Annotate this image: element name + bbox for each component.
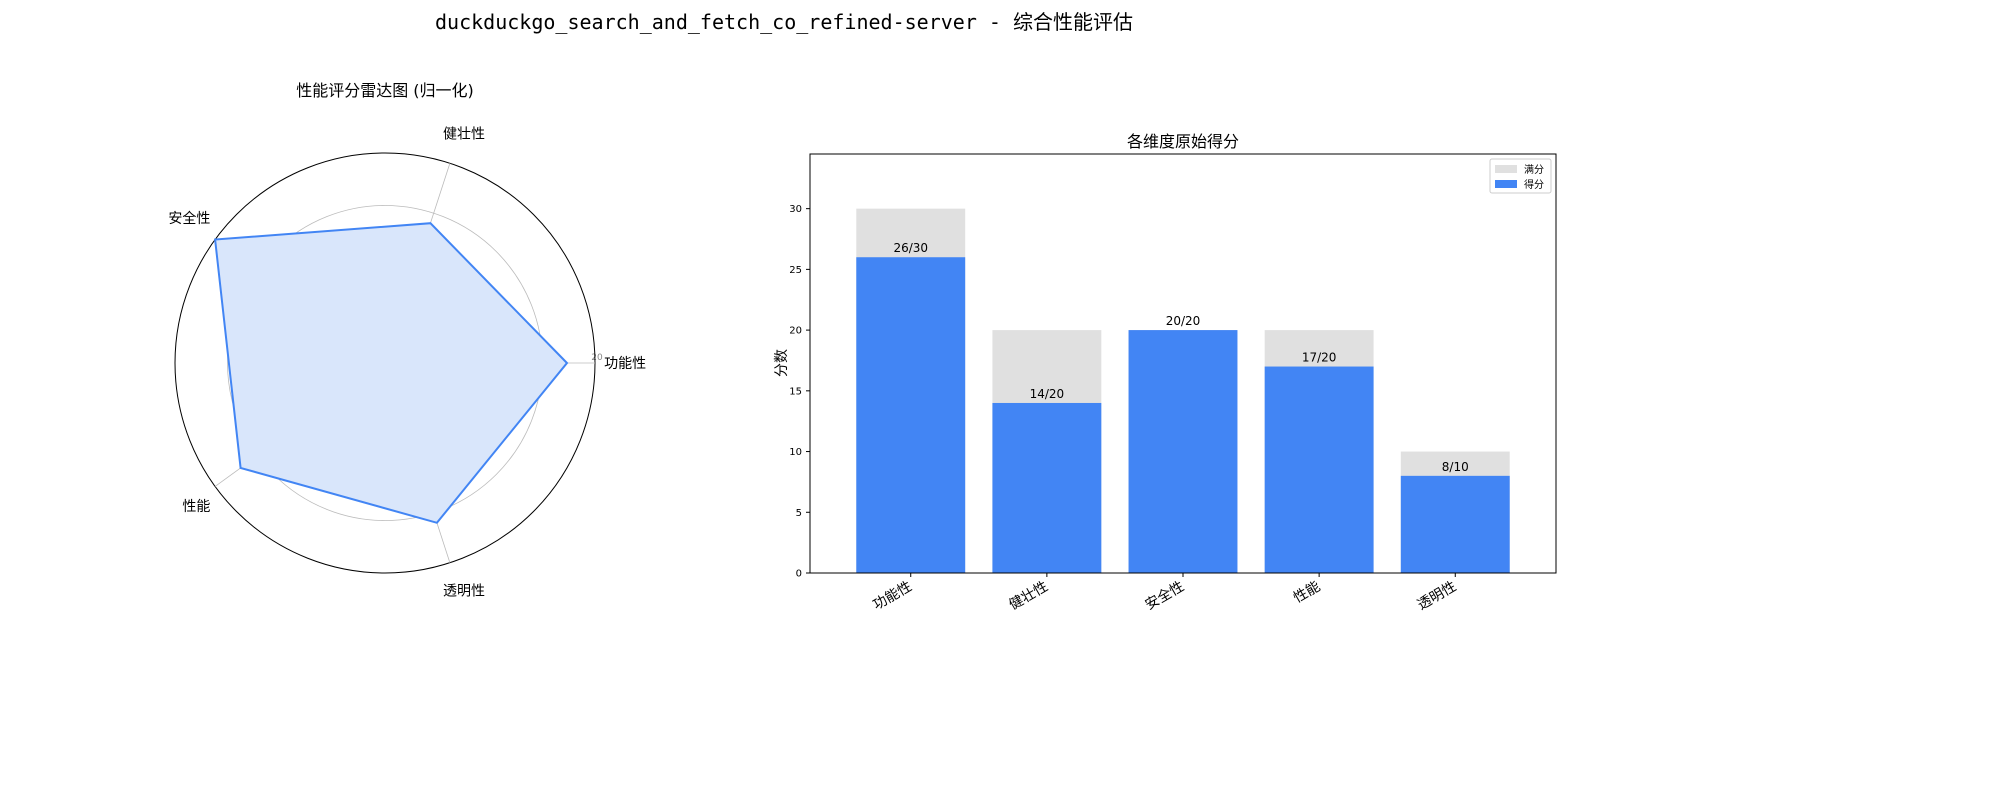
x-tick-label: 功能性 [870, 579, 914, 614]
bar-score [1128, 330, 1238, 573]
y-tick-label: 25 [789, 265, 802, 276]
x-tick-label: 安全性 [1142, 578, 1187, 614]
legend-label: 满分 [1524, 164, 1544, 176]
bar-chart: 各维度原始得分 分数 26/30 14/20 20/20 17/20 8/10 0 5 10 1… [774, 132, 1557, 614]
bar-data-label: 14/20 [1030, 387, 1065, 401]
y-tick-label: 10 [789, 447, 802, 458]
legend-swatch [1495, 180, 1517, 188]
bar-score [856, 257, 966, 573]
figure-title: duckduckgo_search_and_fetch_co_refined-s… [435, 10, 1133, 34]
figure: duckduckgo_search_and_fetch_co_refined-s… [168, 10, 1557, 614]
bar-title: 各维度原始得分 [1127, 132, 1239, 151]
x-tick-label: 健壮性 [1006, 579, 1050, 614]
radar-axis-label: 安全性 [168, 210, 210, 227]
radar-score-polygon [213, 222, 569, 524]
radar-axis-label: 性能 [182, 499, 210, 515]
y-tick-label: 5 [796, 508, 802, 519]
bar-score [1264, 366, 1374, 573]
radar-axis-label: 透明性 [443, 584, 485, 600]
y-tick-label: 15 [789, 386, 802, 397]
y-tick-label: 30 [789, 204, 802, 215]
bar-data-label: 8/10 [1442, 460, 1469, 474]
y-tick-label: 0 [796, 569, 802, 580]
radar-title: 性能评分雷达图 (归一化) [296, 81, 474, 100]
bar-data-label: 17/20 [1302, 351, 1337, 365]
bar-data-label: 26/30 [893, 241, 928, 255]
x-tick-label: 透明性 [1415, 579, 1459, 614]
legend-swatch [1495, 165, 1517, 173]
bar-data-label: 20/20 [1166, 314, 1201, 328]
radar-axis-label: 健壮性 [443, 126, 485, 142]
radar-radial-tick-label: 20 [591, 353, 603, 363]
x-tick-label: 性能 [1291, 579, 1323, 607]
radar-axis-label: 功能性 [604, 356, 646, 372]
radar-chart: 性能评分雷达图 (归一化) 5101520功能性健壮性安全性性能透明性 [168, 81, 646, 600]
bar-score [992, 402, 1102, 573]
bar-score [1400, 475, 1510, 573]
legend-label: 得分 [1524, 179, 1544, 191]
y-axis-label: 分数 [774, 349, 790, 377]
y-tick-label: 20 [789, 326, 802, 337]
